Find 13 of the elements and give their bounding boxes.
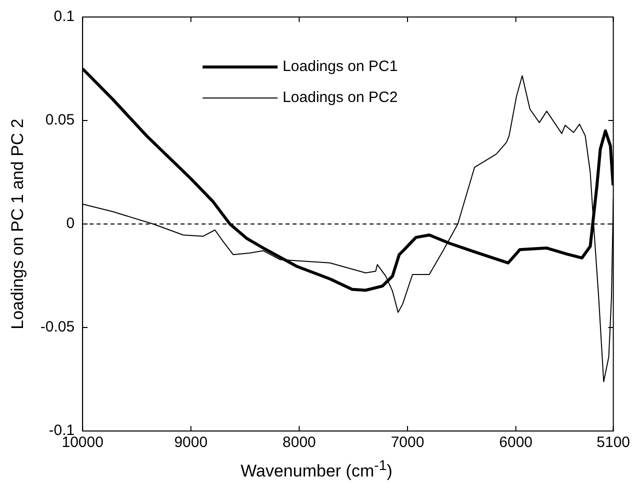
y-tick-label: 0.1: [54, 8, 75, 26]
legend-label: Loadings on PC1: [282, 58, 398, 76]
x-tick-label: 8000: [282, 434, 316, 452]
x-tick-label: 7000: [390, 434, 424, 452]
legend-label: Loadings on PC2: [282, 89, 398, 106]
y-tick-label: -0.05: [40, 318, 75, 336]
x-tick-label: 6000: [499, 434, 533, 452]
y-tick-label: 0.05: [45, 112, 75, 129]
x-tick-label: 5100: [596, 434, 630, 452]
x-axis-title: Wavenumber (cm$^{-1}$): [240, 458, 394, 482]
y-tick-label: 0: [66, 215, 75, 232]
x-tick-label: 9000: [174, 434, 208, 452]
y-axis-title: Loadings on PC 1 and PC 2: [8, 118, 27, 330]
